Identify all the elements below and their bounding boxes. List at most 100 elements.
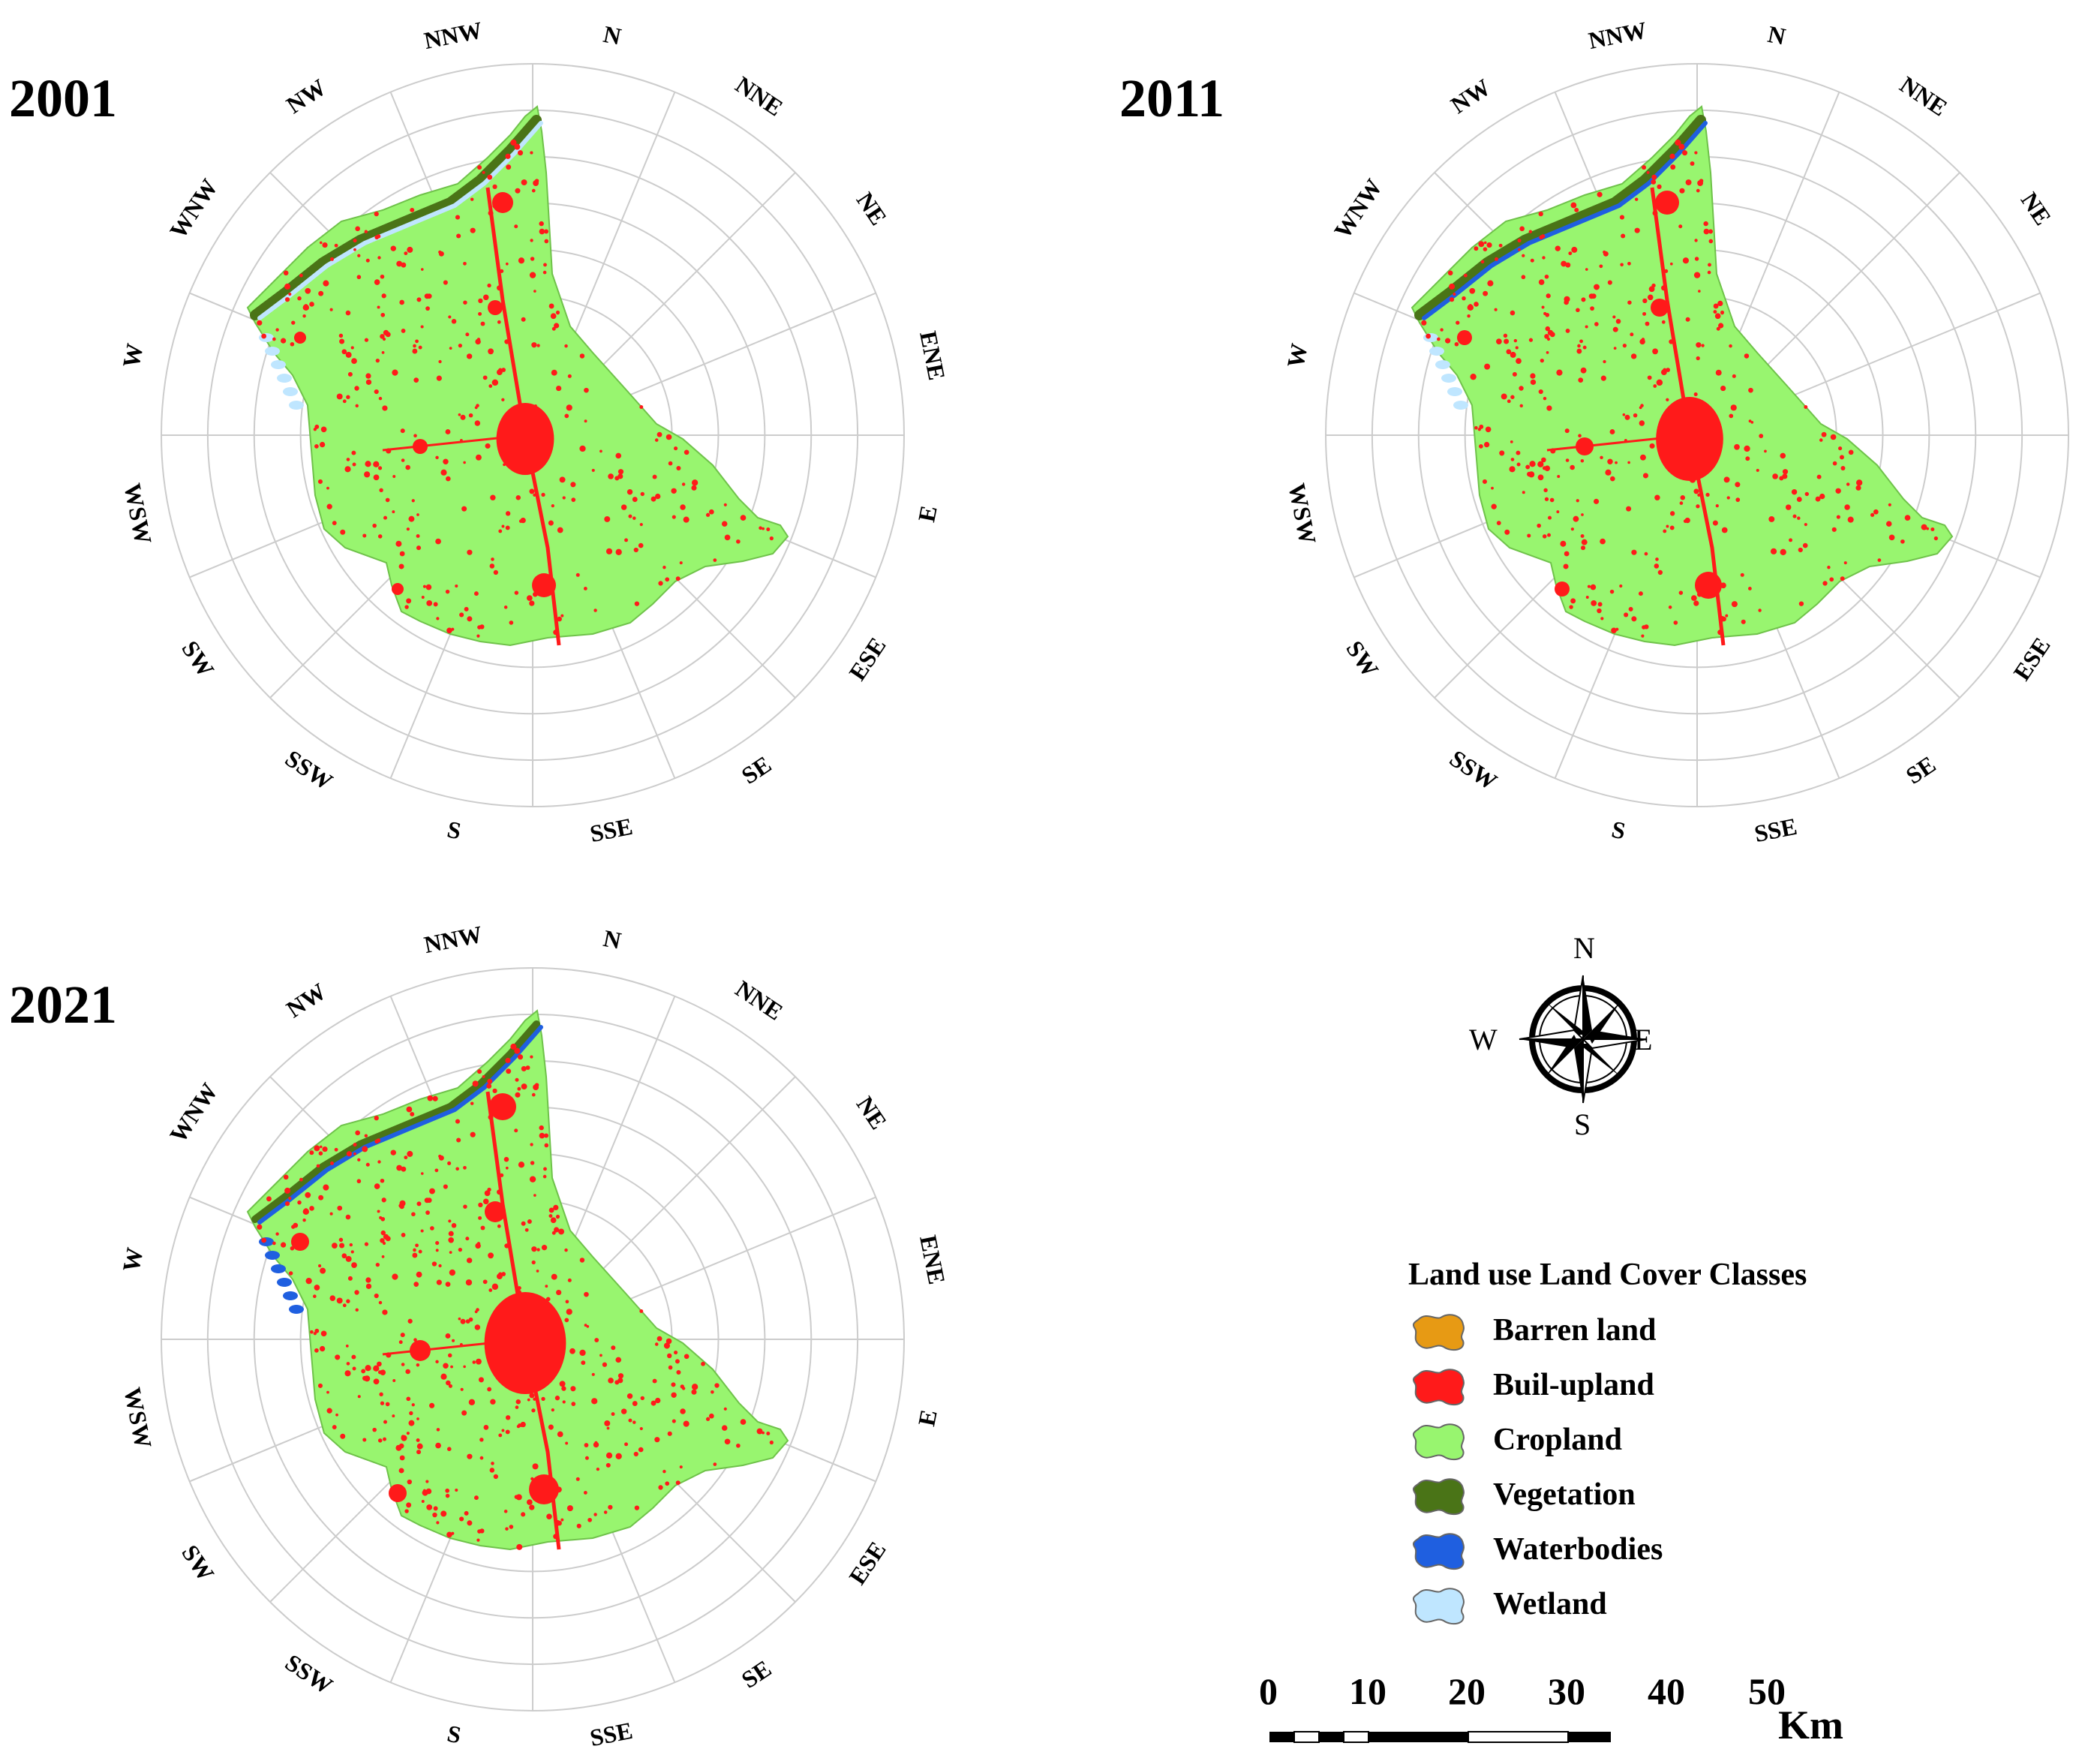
legend-label: Barren land xyxy=(1493,1313,1657,1348)
builtup-patch xyxy=(529,1504,535,1510)
builtup-patch xyxy=(605,1452,613,1459)
builtup-patch xyxy=(557,527,563,533)
builtup-patch xyxy=(385,1402,390,1407)
builtup-patch xyxy=(639,405,644,409)
builtup-patch xyxy=(1521,275,1526,280)
direction-label: SSE xyxy=(1752,813,1799,847)
builtup-patch xyxy=(674,1350,678,1355)
builtup-patch xyxy=(1735,497,1741,502)
builtup-patch xyxy=(1555,245,1561,251)
builtup-patch xyxy=(304,304,308,308)
builtup-patch xyxy=(281,338,287,344)
builtup-patch xyxy=(1798,601,1804,606)
builtup-patch xyxy=(705,512,711,517)
builtup-patch xyxy=(721,1425,728,1431)
builtup-patch xyxy=(390,245,396,251)
builtup-patch xyxy=(1619,584,1623,588)
builtup-patch xyxy=(438,359,442,364)
builtup-patch xyxy=(550,313,557,320)
builtup-patch xyxy=(445,1488,450,1493)
builtup-patch xyxy=(476,338,481,341)
builtup-patch xyxy=(584,1443,589,1447)
builtup-patch xyxy=(1626,506,1632,512)
builtup-patch xyxy=(1715,504,1719,508)
town xyxy=(410,1340,431,1361)
builtup-patch xyxy=(1544,465,1551,471)
builtup-patch xyxy=(346,1362,350,1366)
builtup-patch xyxy=(488,1252,494,1259)
builtup-patch xyxy=(1546,350,1549,354)
builtup-patch xyxy=(1449,297,1455,302)
builtup-patch xyxy=(485,443,491,449)
builtup-patch xyxy=(400,428,405,434)
builtup-patch xyxy=(401,1363,405,1366)
builtup-patch xyxy=(1478,241,1485,248)
builtup-patch xyxy=(1470,374,1477,380)
builtup-patch xyxy=(605,548,613,554)
builtup-patch xyxy=(319,441,326,448)
builtup-patch xyxy=(551,1408,554,1412)
builtup-patch xyxy=(385,497,390,503)
builtup-patch xyxy=(1563,563,1569,569)
builtup-patch xyxy=(365,1365,371,1372)
builtup-patch xyxy=(357,1395,361,1399)
builtup-patch xyxy=(416,513,419,516)
builtup-patch xyxy=(465,1237,470,1241)
builtup-patch xyxy=(766,527,771,531)
wetland-patch xyxy=(289,1305,304,1314)
builtup-patch xyxy=(1663,529,1667,533)
builtup-patch xyxy=(602,1362,608,1367)
builtup-patch xyxy=(1725,614,1729,618)
builtup-patch xyxy=(461,506,467,512)
builtup-patch xyxy=(1802,542,1808,548)
builtup-patch xyxy=(377,1361,382,1367)
builtup-patch xyxy=(416,297,422,302)
builtup-patch xyxy=(416,1450,422,1455)
urban-core xyxy=(496,403,554,475)
builtup-patch xyxy=(562,496,566,500)
builtup-patch xyxy=(1651,179,1657,185)
builtup-patch xyxy=(708,509,714,515)
builtup-patch xyxy=(1474,246,1479,251)
builtup-patch xyxy=(546,1513,552,1519)
builtup-patch xyxy=(567,374,572,378)
direction-label: WNW xyxy=(1329,174,1387,243)
builtup-patch xyxy=(617,469,624,475)
builtup-patch xyxy=(416,1363,420,1367)
builtup-patch xyxy=(663,1342,670,1349)
builtup-patch xyxy=(335,1354,341,1360)
builtup-patch xyxy=(487,283,491,288)
builtup-patch xyxy=(488,348,494,355)
builtup-patch xyxy=(1528,230,1533,233)
builtup-patch xyxy=(1819,493,1825,500)
builtup-patch xyxy=(1469,287,1476,294)
builtup-patch xyxy=(448,315,452,319)
wetland-patch xyxy=(1423,333,1438,342)
builtup-patch xyxy=(527,1398,530,1402)
builtup-patch xyxy=(650,496,656,502)
builtup-patch xyxy=(575,572,580,577)
builtup-patch xyxy=(548,520,554,526)
builtup-patch xyxy=(319,1145,323,1149)
builtup-patch xyxy=(326,1390,329,1394)
builtup-patch xyxy=(1544,334,1549,339)
builtup-patch xyxy=(299,273,303,278)
builtup-patch xyxy=(604,1420,611,1426)
direction-label: SSW xyxy=(281,1648,338,1699)
builtup-patch xyxy=(365,1277,371,1283)
builtup-patch xyxy=(477,1529,482,1534)
builtup-patch xyxy=(362,533,367,538)
builtup-patch xyxy=(515,1405,519,1409)
builtup-patch xyxy=(1666,524,1669,528)
scale-tick-label: 20 xyxy=(1448,1670,1486,1712)
builtup-patch xyxy=(1480,260,1485,264)
builtup-patch xyxy=(451,1222,457,1228)
builtup-patch xyxy=(491,1462,494,1465)
builtup-patch xyxy=(1549,497,1555,503)
builtup-patch xyxy=(381,350,385,354)
builtup-patch xyxy=(1447,270,1453,276)
builtup-patch xyxy=(1546,405,1552,411)
builtup-patch xyxy=(1546,293,1551,299)
builtup-patch xyxy=(436,1428,440,1432)
builtup-patch xyxy=(374,389,379,395)
